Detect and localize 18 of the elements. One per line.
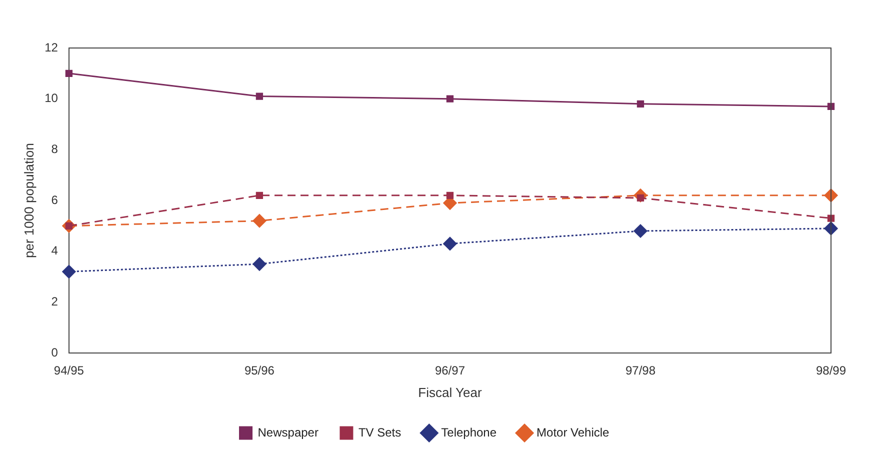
y-tick-label: 4 <box>51 244 58 258</box>
y-tick-label: 0 <box>51 345 58 360</box>
legend-label: Motor Vehicle <box>536 425 610 440</box>
y-tick-label: 10 <box>44 91 58 106</box>
legend-label: Newspaper <box>258 425 318 440</box>
x-axis-title: Fiscal Year <box>418 384 482 400</box>
y-tick-label: 12 <box>44 40 58 54</box>
x-tick-label: 98/99 <box>816 364 846 378</box>
x-tick-label: 95/96 <box>244 364 275 378</box>
y-tick-label: 8 <box>51 142 58 156</box>
y-tick-label: 2 <box>51 294 58 308</box>
x-tick-label: 97/98 <box>625 364 656 378</box>
x-tick-label: 96/97 <box>434 364 466 378</box>
x-tick-label: 94/95 <box>54 364 84 378</box>
y-tick-label: 6 <box>51 192 58 207</box>
legend-label: Telephone <box>441 425 497 440</box>
y-axis-title: per 1000 population <box>21 143 36 258</box>
legend-label: TV Sets <box>358 425 402 440</box>
